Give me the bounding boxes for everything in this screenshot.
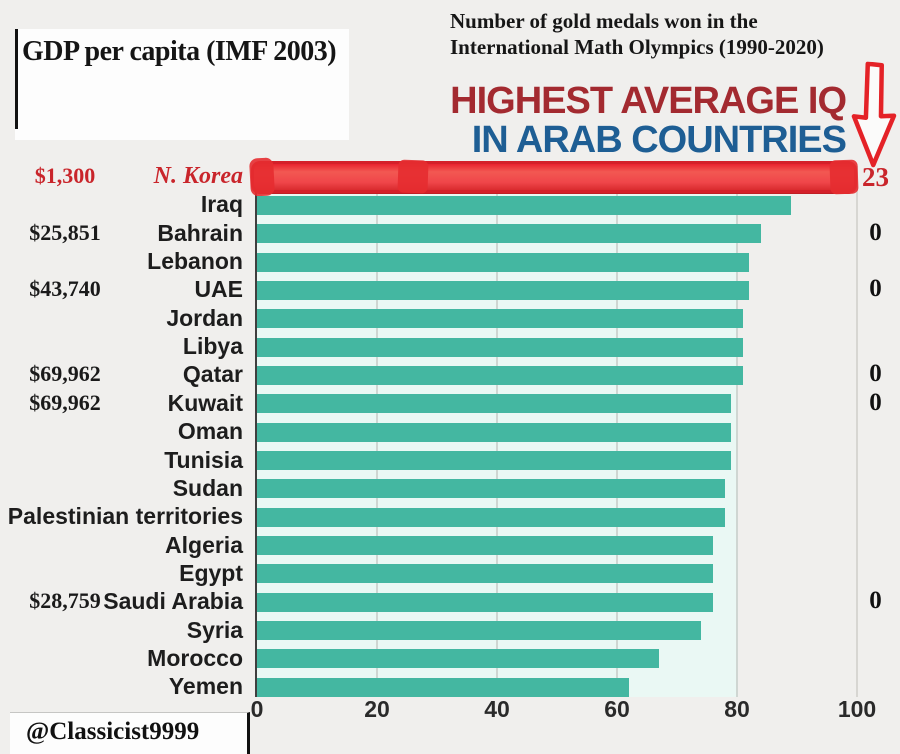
watermark-text: @Classicist9999 [26, 718, 200, 745]
country-label-tunisia: Tunisia [164, 446, 243, 473]
gdp-label-bahrain: $25,851 [29, 219, 101, 245]
gdp-label-saudi-arabia: $28,759 [29, 588, 101, 614]
gdp-label-n-korea: $1,300 [34, 163, 96, 188]
bar-bahrain [257, 224, 761, 244]
x-tick-100: 100 [837, 696, 877, 722]
country-label-egypt: Egypt [179, 559, 243, 586]
chart-title-line1: HIGHEST AVERAGE IQ [450, 80, 847, 122]
country-label-iraq: Iraq [200, 191, 243, 218]
country-label-lebanon: Lebanon [147, 248, 243, 275]
gdp-column-title: GDP per capita (IMF 2003) [22, 36, 337, 67]
medals-note-line1: Number of gold medals won in the [450, 9, 758, 33]
bar-morocco [257, 649, 659, 669]
country-label-qatar: Qatar [182, 361, 243, 388]
medals-label-qatar: 0 [869, 360, 882, 388]
country-label-sudan: Sudan [172, 474, 243, 501]
gdp-source-box [15, 29, 349, 140]
red-marker-blob [249, 157, 275, 197]
country-label-n-korea: N. Korea [153, 163, 243, 189]
bar-n-korea-highlighted [251, 161, 857, 193]
gridline-80 [736, 166, 738, 697]
country-label-bahrain: Bahrain [157, 219, 243, 246]
bar-egypt [257, 564, 713, 584]
bar-uae [257, 280, 749, 300]
red-marker-blob [397, 159, 429, 194]
bar-lebanon [257, 252, 749, 272]
country-label-libya: Libya [182, 333, 243, 360]
medals-label-uae: 0 [869, 275, 882, 303]
chart-title: HIGHEST AVERAGE IQ IN ARAB COUNTRIES [450, 80, 847, 161]
bar-iraq [257, 195, 791, 215]
country-label-yemen: Yemen [168, 673, 243, 700]
bar-qatar [257, 365, 743, 385]
x-tick-20: 20 [364, 696, 390, 722]
bar-kuwait [257, 394, 731, 414]
x-tick-80: 80 [724, 696, 750, 722]
medals-note-line2: International Math Olympics (1990-2020) [450, 35, 824, 59]
gdp-label-kuwait: $69,962 [29, 389, 101, 415]
medals-label-n-korea: 23 [862, 162, 889, 192]
gdp-label-uae: $43,740 [29, 276, 101, 302]
medals-label-kuwait: 0 [869, 388, 882, 416]
gdp-label-qatar: $69,962 [29, 361, 101, 387]
bar-yemen [257, 677, 629, 697]
country-label-oman: Oman [177, 418, 243, 445]
medals-column-note: Number of gold medals won in the Interna… [450, 8, 900, 60]
gdp-box-left-rule [15, 29, 18, 129]
country-label-kuwait: Kuwait [167, 389, 243, 416]
gridline-100 [856, 166, 858, 697]
country-label-uae: UAE [194, 276, 243, 303]
country-label-jordan: Jordan [166, 304, 243, 331]
country-label-syria: Syria [186, 616, 243, 643]
bar-algeria [257, 536, 713, 556]
bar-palestinian-territories [257, 507, 725, 527]
bar-oman [257, 422, 731, 442]
down-arrow-icon [847, 61, 900, 169]
country-label-saudi-arabia: Saudi Arabia [103, 588, 243, 615]
chart-title-line2: IN ARAB COUNTRIES [471, 119, 847, 161]
country-label-algeria: Algeria [165, 531, 243, 558]
bar-libya [257, 337, 743, 357]
bar-syria [257, 621, 701, 641]
country-label-palestinian-territories: Palestinian territories [7, 503, 243, 530]
bar-jordan [257, 309, 743, 329]
bar-tunisia [257, 451, 731, 470]
watermark-box: @Classicist9999 [10, 712, 250, 754]
country-label-morocco: Morocco [147, 644, 243, 671]
bar-saudi-arabia [257, 592, 713, 612]
x-tick-0: 0 [250, 696, 264, 722]
x-tick-60: 60 [604, 696, 630, 722]
medals-label-saudi-arabia: 0 [869, 587, 882, 615]
medals-label-bahrain: 0 [869, 218, 882, 246]
bar-sudan [257, 479, 725, 499]
x-tick-40: 40 [484, 696, 510, 722]
y-axis-line [255, 166, 257, 697]
